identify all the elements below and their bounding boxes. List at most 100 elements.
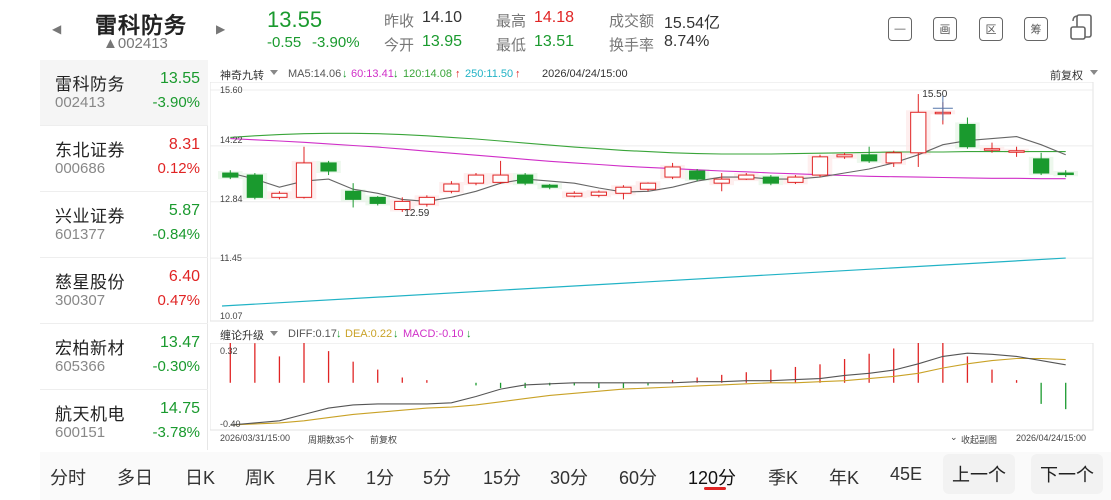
ma60-down-arrow: ↓ [393,68,399,80]
watchlist-item[interactable]: 慈星股份 6.40 300307 0.47% [40,258,208,324]
prev-close-label: 昨收 [384,13,415,30]
next-stock-arrow[interactable]: ▶ [216,22,226,36]
period-tab[interactable]: 1分 [366,468,395,488]
candle-body [320,162,337,172]
watchlist-change: -3.78% [152,424,200,441]
collapse-chevron-icon[interactable]: ⌄ [950,432,958,442]
watchlist-name: 雷科防务 [55,75,125,94]
bottom-indicator-selector[interactable]: 缠论升级 [220,330,264,342]
ma250-up-arrow: ↑ [515,68,521,80]
watchlist-price: 14.75 [159,400,200,417]
period-tab[interactable]: 多日 [117,468,153,488]
macd-plot[interactable] [210,343,1095,431]
period-tab[interactable]: 月K [306,468,337,488]
watchlist-code: 002413 [55,94,106,111]
dea-down-arrow: ↓ [393,328,399,340]
candle-body [566,192,583,197]
price-plot[interactable]: 15.50 12.59 [210,82,1095,322]
prev-stock-button[interactable]: 上一个 [943,454,1015,494]
minus-icon[interactable]: — [888,17,912,41]
period-tab[interactable]: 分时 [50,468,86,488]
price-change: -0.55 [267,34,302,51]
ma120-up-arrow: ↑ [455,68,461,80]
prev-close-value: 14.10 [422,9,463,26]
watchlist-price: 6.40 [168,268,200,285]
adjust-dropdown-icon[interactable] [1090,70,1098,75]
ma250-legend: 250:11.50 [465,68,514,80]
watchlist-change: -3.90% [152,94,200,111]
ma250-line [221,257,1066,307]
candle-body [861,154,878,162]
watchlist-item[interactable]: 雷科防务 13.55 002413 -3.90% [40,60,208,126]
low-value: 13.51 [534,33,575,50]
price-tick-3: 12.84 [220,194,243,204]
high-annotation: 15.50 [922,89,947,100]
candle-body [910,111,927,154]
watchlist-item[interactable]: 宏柏新材 13.47 605366 -0.30% [40,324,208,390]
collapse-subchart-button[interactable]: 收起副图 [961,435,998,445]
candle-body [787,176,804,183]
open-label: 今开 [384,37,415,54]
next-stock-button[interactable]: 下一个 [1031,454,1103,494]
kline-chart[interactable]: 神奇九转 MA5:14.06 ↓ 60:13.41 ↓ 120:14.08 ↑ … [210,60,1105,450]
period-tab[interactable]: 年K [829,468,860,488]
top-indicator-selector[interactable]: 神奇九转 [220,70,264,82]
ma60-legend: 60:13.41 [351,68,394,80]
period-tab[interactable]: 30分 [550,468,589,488]
candle-body [467,174,485,184]
candle-body [639,182,657,190]
low-annotation: 12.59 [404,208,429,219]
chip-icon[interactable]: 筹 [1024,17,1048,41]
period-tab[interactable]: 15分 [483,468,522,488]
turnover-amount-value: 15.54亿 [664,15,721,32]
candle-body [615,186,632,194]
ma5-down-arrow: ↓ [342,68,348,80]
cursor-datetime: 2026/04/24/15:00 [542,68,628,80]
watchlist-name: 兴业证券 [55,207,125,226]
ma120-line [230,132,1066,155]
period-tab[interactable]: 5分 [423,468,452,488]
candle-body [443,183,460,192]
diff-down-arrow: ↓ [336,328,342,340]
open-value: 13.95 [422,33,463,50]
period-tab[interactable]: 120分 [688,468,737,488]
candle-body [418,196,435,205]
rotate-screen-icon[interactable] [1069,13,1095,43]
low-label: 最低 [496,37,527,54]
watchlist-item[interactable]: 东北证券 8.31 000686 0.12% [40,126,208,192]
diff-legend: DIFF:0.17 [288,328,337,340]
period-tab[interactable]: 45E [890,464,923,484]
period-tabs: 分时 多日 日K 周K 月K 1分 5分 15分 30分 60分 120分 季K 年K 45E [40,452,1111,500]
candle-body [959,123,976,148]
prev-stock-arrow[interactable]: ◀ [52,22,62,36]
watchlist-name: 慈星股份 [55,273,125,292]
candle-body [345,190,362,200]
candle-body [271,192,288,198]
price-tick-bottom: 10.07 [220,311,243,321]
diff-line [230,352,1066,426]
adjust-footer: 前复权 [370,435,398,445]
candle-body [664,166,681,178]
candle-body [762,176,779,184]
dea-legend: DEA:0.22 [345,328,393,340]
bottom-indicator-dropdown-icon[interactable] [270,331,278,336]
draw-icon[interactable]: 画 [933,17,957,41]
start-time: 2026/03/31/15:00 [220,433,291,443]
period-tab[interactable]: 周K [245,468,276,488]
top-indicator-dropdown-icon[interactable] [270,70,278,75]
ma5-legend: MA5:14.06 [288,68,342,80]
stock-name: 雷科防务 [95,13,188,38]
watchlist-item[interactable]: 兴业证券 5.87 601377 -0.84% [40,192,208,258]
period-tab[interactable]: 日K [185,468,216,488]
candle-body [222,172,239,178]
adjust-selector[interactable]: 前复权 [1050,70,1083,82]
macd-tick-bottom: -0.40 [220,419,241,429]
candle-body [1033,158,1050,174]
period-tab[interactable]: 季K [768,468,799,488]
region-icon[interactable]: 区 [979,17,1003,41]
period-tab[interactable]: 60分 [619,468,658,488]
watchlist-item[interactable]: 航天机电 14.75 600151 -3.78% [40,390,208,456]
macd-legend: MACD:-0.10 [403,328,464,340]
watchlist-code: 000686 [55,160,106,177]
macd-tick-top: 0.32 [220,346,238,356]
